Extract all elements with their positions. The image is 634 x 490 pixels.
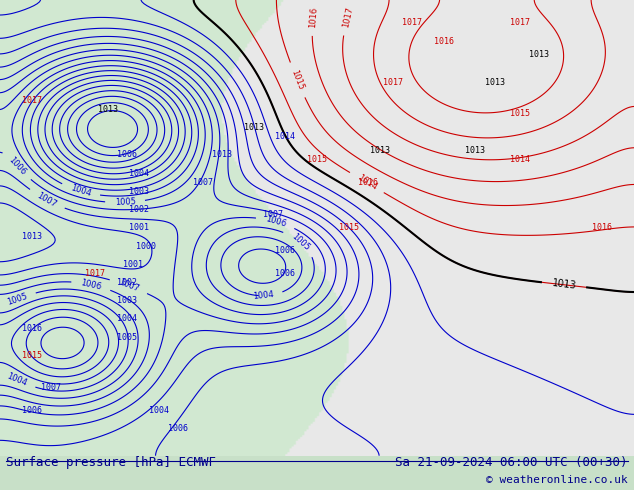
Text: 1000: 1000	[136, 242, 156, 250]
Text: 1007: 1007	[262, 210, 283, 219]
Text: 1003: 1003	[117, 296, 137, 305]
Text: 1016: 1016	[358, 178, 378, 187]
Text: 1014: 1014	[510, 155, 530, 164]
Text: 1015: 1015	[339, 223, 359, 232]
Text: 1006: 1006	[80, 278, 103, 292]
Text: 1001: 1001	[129, 223, 150, 232]
Text: 1013: 1013	[22, 232, 42, 242]
Text: 1006: 1006	[167, 424, 188, 433]
Text: 1006: 1006	[22, 406, 42, 415]
Text: 1001: 1001	[123, 260, 143, 269]
Text: 1015: 1015	[510, 109, 530, 119]
Text: Sa 21-09-2024 06:00 UTC (00+30): Sa 21-09-2024 06:00 UTC (00+30)	[395, 456, 628, 469]
Text: 1016: 1016	[308, 6, 319, 28]
Text: © weatheronline.co.uk: © weatheronline.co.uk	[486, 475, 628, 485]
Text: Surface pressure [hPa] ECMWF: Surface pressure [hPa] ECMWF	[6, 456, 216, 469]
Text: 1007: 1007	[193, 178, 213, 187]
Text: 1014: 1014	[275, 132, 295, 141]
Text: 1005: 1005	[6, 292, 29, 307]
Text: 1004: 1004	[6, 372, 29, 388]
Text: 1002: 1002	[117, 278, 137, 287]
Text: 1006: 1006	[264, 214, 287, 229]
Text: 1004: 1004	[117, 315, 137, 323]
Text: 1004: 1004	[148, 406, 169, 415]
Text: 1013: 1013	[243, 123, 264, 132]
Text: 1006: 1006	[275, 246, 295, 255]
Text: 1002: 1002	[129, 205, 150, 214]
Text: 1014: 1014	[356, 173, 378, 192]
Text: 1013: 1013	[212, 150, 232, 159]
Text: 1004: 1004	[69, 184, 92, 198]
Text: 1007: 1007	[117, 278, 140, 294]
Text: 1013: 1013	[484, 77, 505, 87]
Text: 1015: 1015	[289, 69, 306, 92]
Text: 1006: 1006	[117, 150, 137, 159]
Text: 1017: 1017	[402, 18, 422, 27]
Text: 1016: 1016	[22, 323, 42, 333]
Text: 1003: 1003	[129, 187, 150, 196]
Text: 1004: 1004	[129, 169, 150, 178]
Text: 1013: 1013	[370, 146, 391, 155]
Text: 1013: 1013	[98, 105, 118, 114]
Text: 1017: 1017	[341, 6, 355, 28]
Text: 1017: 1017	[22, 96, 42, 105]
Text: 1007: 1007	[41, 383, 61, 392]
Text: 1007: 1007	[36, 191, 58, 209]
Text: 1016: 1016	[434, 37, 454, 46]
Text: 1013: 1013	[552, 278, 577, 291]
Text: 1005: 1005	[289, 232, 311, 252]
Text: 1006: 1006	[275, 269, 295, 278]
Text: 1013: 1013	[465, 146, 486, 155]
Text: 1017: 1017	[383, 77, 403, 87]
Text: 1004: 1004	[252, 290, 274, 301]
Text: 1017: 1017	[510, 18, 530, 27]
Text: 1005: 1005	[117, 333, 137, 342]
Text: 1016: 1016	[592, 223, 612, 232]
Text: 1015: 1015	[22, 351, 42, 360]
Text: 1006: 1006	[6, 155, 27, 177]
Text: 1013: 1013	[529, 50, 549, 59]
Text: 1005: 1005	[115, 197, 136, 207]
Text: 1015: 1015	[307, 155, 327, 164]
Text: 1017: 1017	[85, 269, 105, 278]
